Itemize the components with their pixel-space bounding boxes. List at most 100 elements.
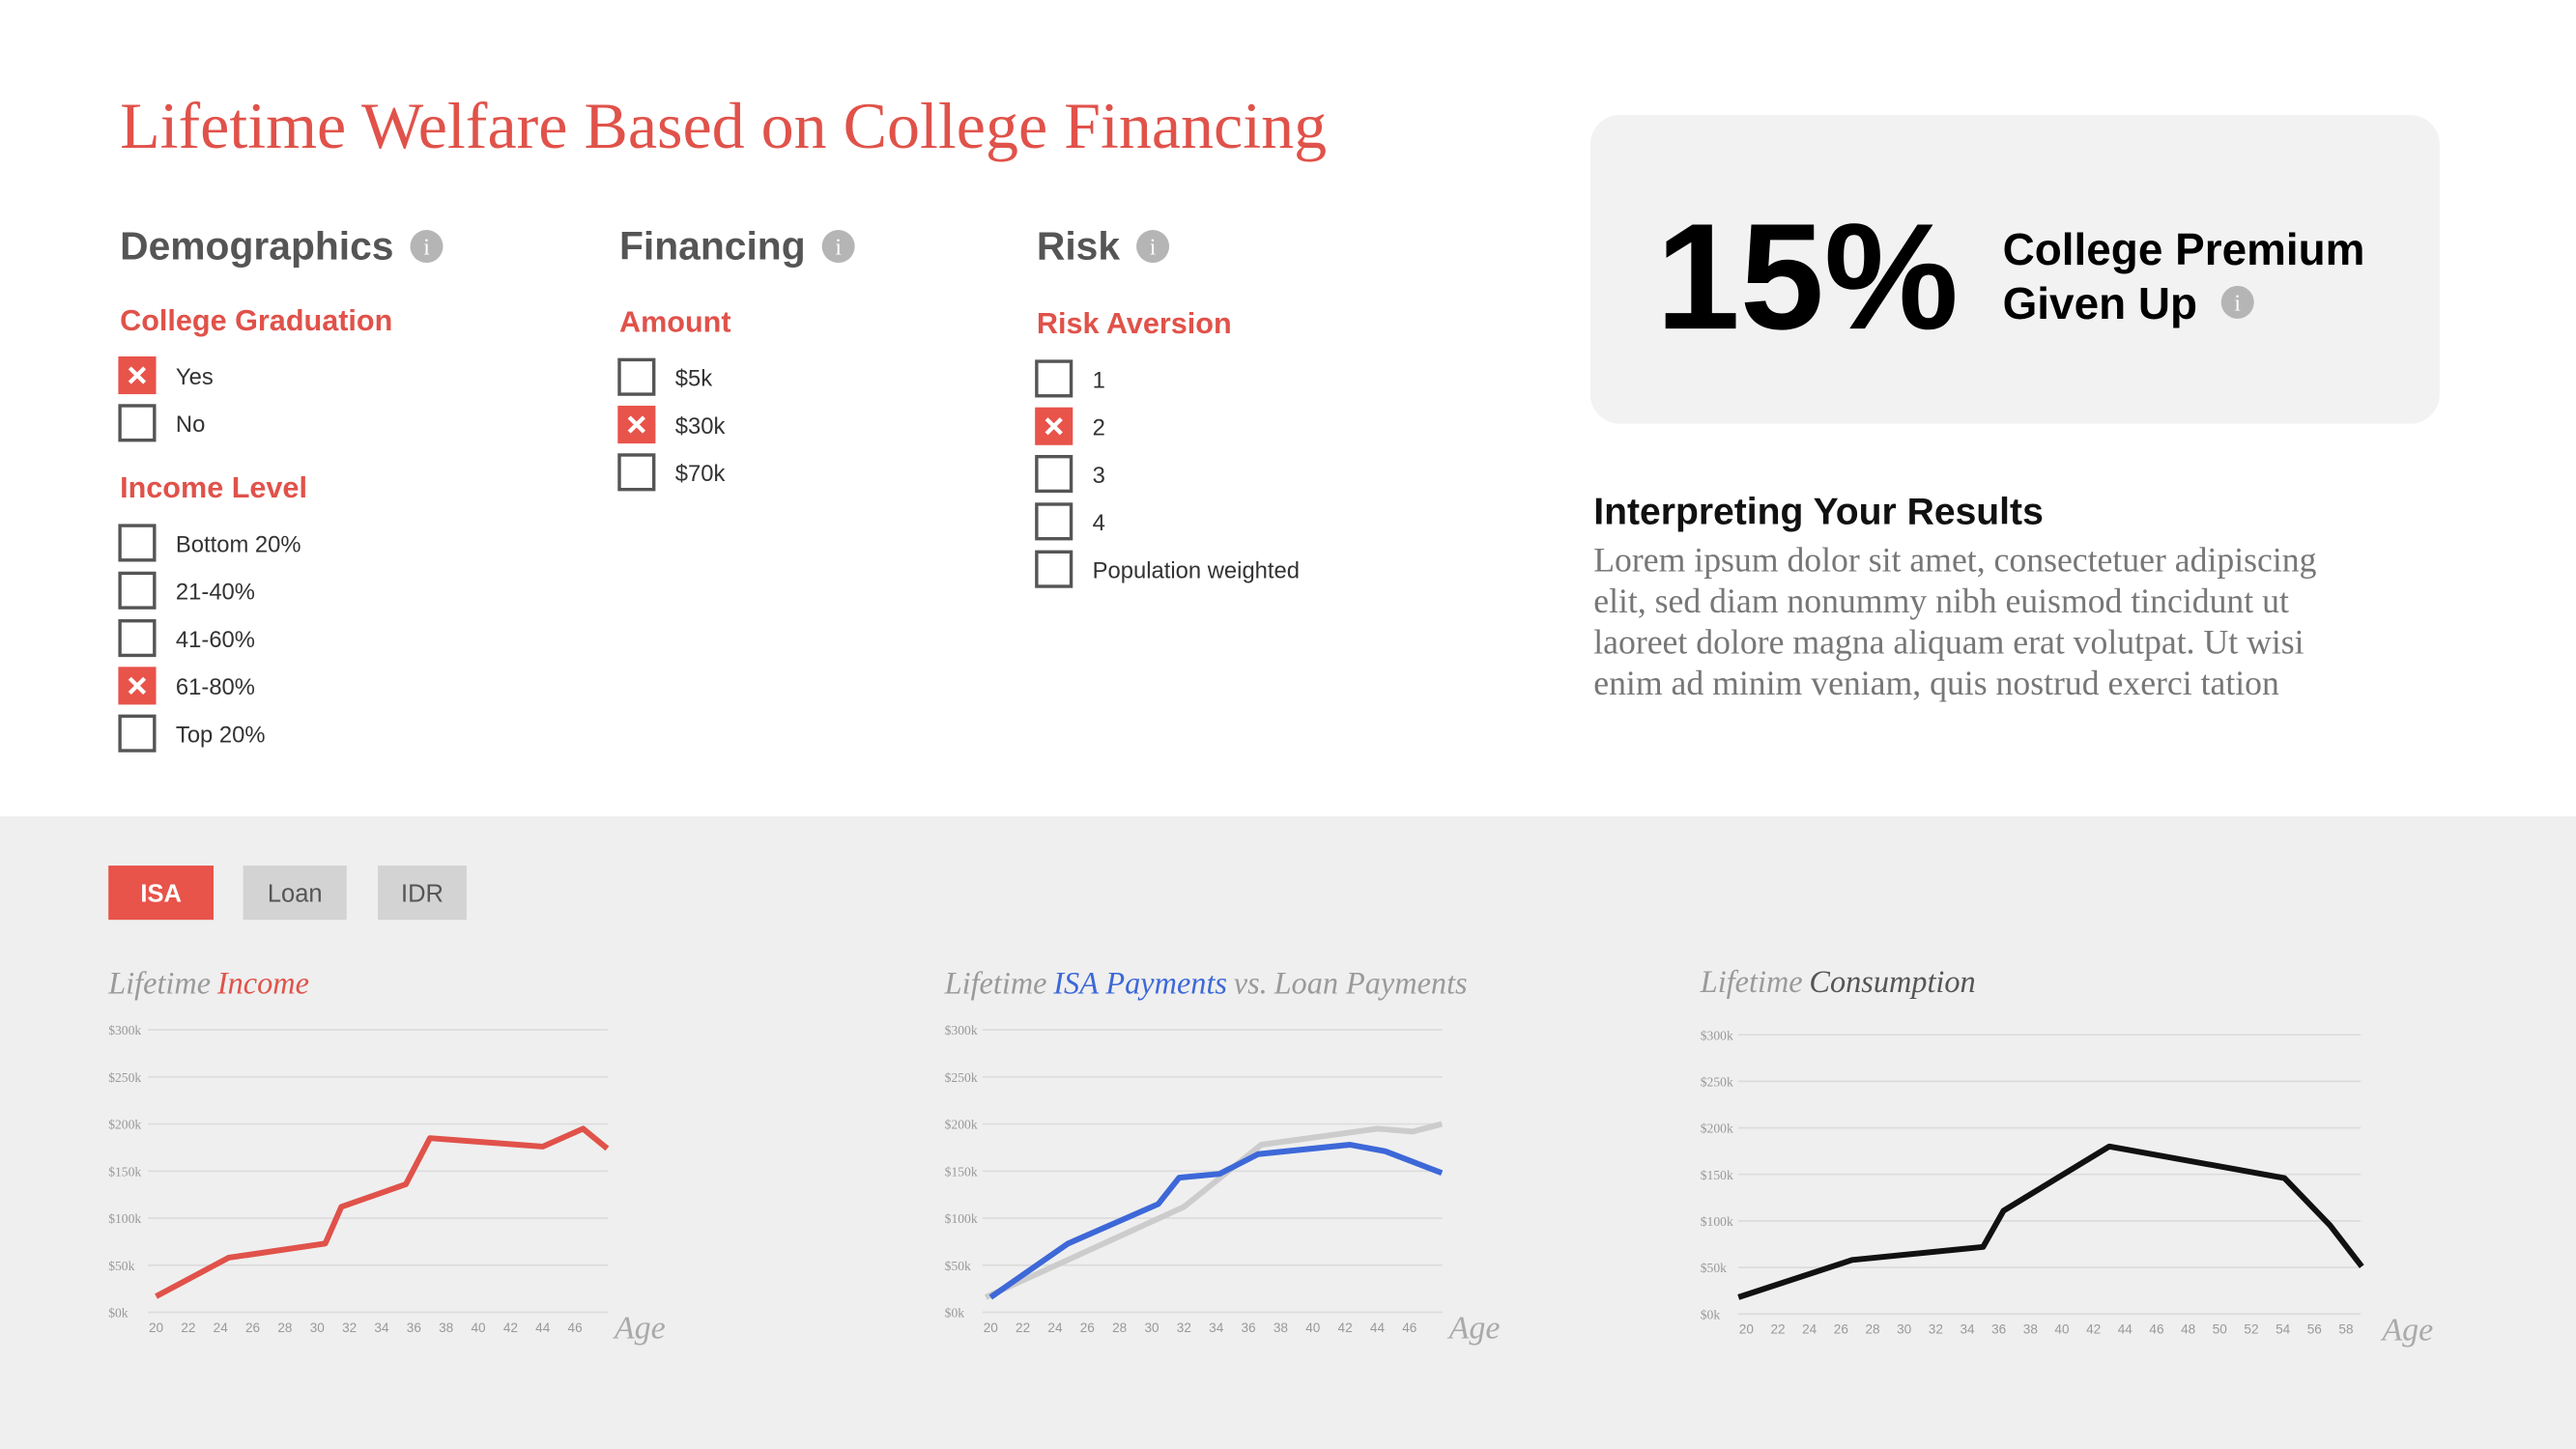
info-icon[interactable]: i <box>821 230 855 264</box>
y-tick-label: $50k <box>945 1259 971 1273</box>
checkbox <box>118 404 157 442</box>
chart-title-part: vs. <box>1234 966 1268 1001</box>
x-tick-label: 24 <box>1047 1321 1063 1335</box>
series-line <box>985 1121 1443 1300</box>
checkbox-option[interactable]: 21-40% <box>118 571 255 610</box>
tab-bg <box>378 866 467 921</box>
x-tick-label: 34 <box>374 1321 389 1335</box>
chart-title-part: ISA Payments <box>1052 966 1227 1001</box>
checkbox-option[interactable]: Yes <box>118 355 214 395</box>
result-label: Given Up <box>2003 278 2197 328</box>
x-tick-label: 58 <box>2338 1322 2353 1337</box>
checkbox-option[interactable]: 2 <box>1035 407 1105 445</box>
group-label: College Graduation <box>120 304 392 337</box>
y-tick-label: $100k <box>945 1211 978 1226</box>
checkbox-option[interactable]: $5k <box>617 357 712 396</box>
svg-text:i: i <box>2234 291 2241 316</box>
checkbox-option[interactable]: 1 <box>1035 359 1105 398</box>
info-glyph: i <box>1150 236 1157 261</box>
checkbox-option[interactable]: No <box>118 404 205 442</box>
x-tick-label: 48 <box>2181 1322 2195 1337</box>
series-line <box>1737 1143 2364 1300</box>
x-tick-label: 40 <box>1305 1321 1321 1335</box>
check-x <box>128 366 147 384</box>
x-tick-label: 56 <box>2307 1322 2322 1337</box>
y-tick-label: $100k <box>1701 1214 1733 1229</box>
info-icon[interactable]: i <box>1136 230 1170 264</box>
info-glyph: i <box>423 236 430 261</box>
result-label: College Premium <box>2003 224 2365 274</box>
series-line <box>988 1142 1444 1300</box>
x-tick-label: 24 <box>214 1321 229 1335</box>
checkbox-option[interactable]: $30k <box>617 405 726 444</box>
chart-title-part: Loan Payments <box>1274 966 1468 1001</box>
checkbox <box>118 571 157 610</box>
chart-title-part: Income <box>216 966 309 1001</box>
tab[interactable]: Loan <box>243 866 347 921</box>
chart-panel <box>0 816 2576 1449</box>
check-x <box>1045 417 1063 436</box>
interpretation-body: laoreet dolore magna aliquam erat volutp… <box>1593 623 2304 662</box>
checkbox-option[interactable]: 41-60% <box>118 619 255 658</box>
checkbox <box>118 619 157 658</box>
chart-title: Lifetime Income <box>107 966 309 1001</box>
tab[interactable]: IDR <box>378 866 467 921</box>
checkbox <box>617 357 656 396</box>
checkbox-option[interactable]: 4 <box>1035 502 1105 541</box>
group-label: Risk Aversion <box>1037 307 1232 340</box>
interpretation-heading: Interpreting Your Results <box>1593 491 2044 532</box>
y-tick-label: $0k <box>1701 1307 1721 1321</box>
x-axis-label: Age <box>2380 1312 2433 1348</box>
option-label: No <box>176 412 205 438</box>
checkbox-option[interactable]: 61-80% <box>118 667 255 705</box>
checkbox <box>1035 550 1073 588</box>
checkbox-option[interactable]: 3 <box>1035 454 1105 494</box>
y-tick-label: $300k <box>108 1023 141 1037</box>
option-label: Bottom 20% <box>176 531 301 557</box>
x-tick-label: 38 <box>2023 1322 2038 1337</box>
checkbox <box>118 714 157 753</box>
x-tick-label: 50 <box>2213 1322 2228 1337</box>
result-card <box>1589 115 2440 424</box>
y-tick-label: $200k <box>1701 1122 1733 1136</box>
checkbox <box>118 524 157 562</box>
checkbox-option[interactable]: Top 20% <box>118 714 266 753</box>
section-heading: Demographics <box>120 224 393 269</box>
y-tick-label: $200k <box>108 1118 141 1132</box>
x-tick-label: 40 <box>2054 1322 2070 1337</box>
option-label: 21-40% <box>176 580 255 606</box>
option-label: $70k <box>675 461 726 487</box>
info-icon[interactable]: i <box>410 230 444 264</box>
info-circle <box>1136 230 1170 264</box>
checkbox-option[interactable]: Bottom 20% <box>118 524 301 562</box>
x-tick-label: 30 <box>1144 1321 1159 1335</box>
x-tick-label: 42 <box>503 1321 518 1335</box>
x-tick-label: 20 <box>984 1321 999 1335</box>
info-icon[interactable]: i <box>2220 285 2254 319</box>
checkbox-option[interactable]: Population weighted <box>1035 550 1300 588</box>
x-tick-label: 44 <box>1370 1321 1386 1335</box>
info-circle <box>410 230 444 264</box>
x-tick-label: 30 <box>1897 1322 1912 1337</box>
x-tick-label: 28 <box>277 1321 292 1335</box>
chart-title: Lifetime Consumption <box>1700 964 1976 999</box>
y-tick-label: $150k <box>108 1164 141 1179</box>
option-label: 61-80% <box>176 674 255 700</box>
tab[interactable]: ISA <box>108 866 215 921</box>
info-glyph: i <box>835 236 842 261</box>
option-label: 4 <box>1093 510 1105 536</box>
option-label: Yes <box>176 364 214 390</box>
y-tick-label: $0k <box>108 1306 129 1321</box>
page-title: Lifetime Welfare Based on College Financ… <box>120 89 1327 162</box>
check-x <box>128 676 147 696</box>
checkbox-option[interactable]: $70k <box>617 453 726 492</box>
group-label: Amount <box>619 305 731 338</box>
checkbox <box>1035 359 1073 398</box>
x-tick-label: 22 <box>181 1321 195 1335</box>
y-tick-label: $100k <box>108 1211 141 1226</box>
x-tick-label: 28 <box>1112 1321 1127 1335</box>
x-tick-label: 32 <box>1177 1321 1191 1335</box>
option-label: Population weighted <box>1093 558 1300 584</box>
tab-label: IDR <box>401 880 444 907</box>
